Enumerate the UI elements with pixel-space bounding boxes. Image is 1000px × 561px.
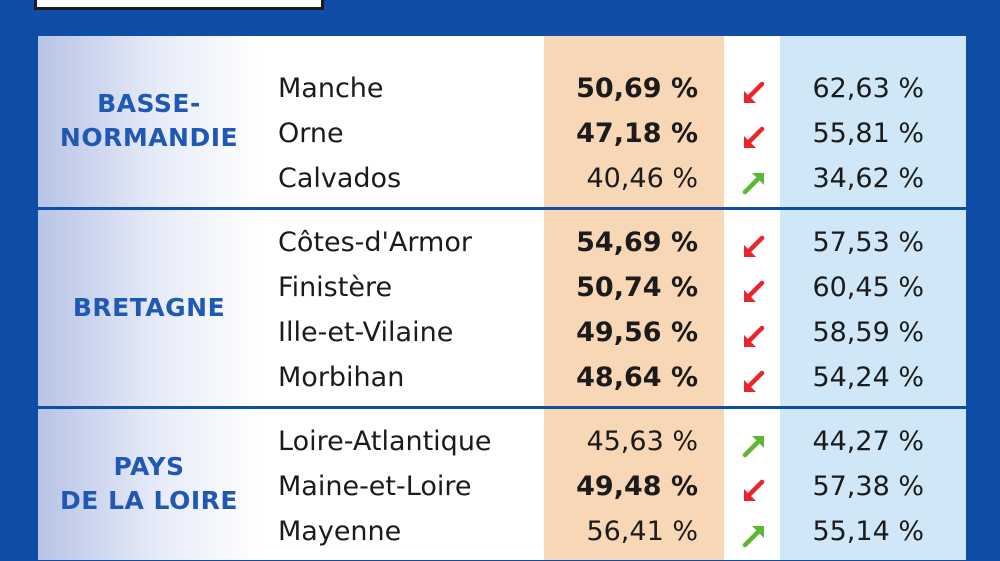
region-label: NORMANDIE bbox=[38, 121, 260, 155]
department-name: Manche bbox=[278, 73, 542, 109]
arrow-up-right-icon bbox=[741, 433, 767, 459]
value-2007: 55,81 % bbox=[780, 118, 924, 154]
arrow-down-left-icon bbox=[741, 279, 767, 305]
value-2007: 57,53 % bbox=[780, 227, 924, 263]
department-name: Calvados bbox=[278, 163, 542, 199]
department-name: Côtes-d'Armor bbox=[278, 227, 542, 263]
arrow-down-left-icon bbox=[741, 369, 767, 395]
value-2013: 40,46 % bbox=[544, 163, 698, 199]
value-2013: 49,56 % bbox=[544, 317, 698, 353]
department-name: Ille-et-Vilaine bbox=[278, 317, 542, 353]
value-2013: 47,18 % bbox=[544, 118, 698, 154]
value-2007: 58,59 % bbox=[780, 317, 924, 353]
value-2007: 60,45 % bbox=[780, 272, 924, 308]
region-label: BASSE- bbox=[38, 87, 260, 121]
department-name: Loire-Atlantique bbox=[278, 426, 542, 462]
value-2007: 44,27 % bbox=[780, 426, 924, 462]
region-label: DE LA LOIRE bbox=[38, 484, 260, 518]
arrow-down-left-icon bbox=[741, 125, 767, 151]
arrow-down-left-icon bbox=[741, 324, 767, 350]
arrow-down-left-icon bbox=[741, 234, 767, 260]
value-2013: 50,69 % bbox=[544, 73, 698, 109]
value-2013: 49,48 % bbox=[544, 471, 698, 507]
value-2007: 57,38 % bbox=[780, 471, 924, 507]
value-2013: 50,74 % bbox=[544, 272, 698, 308]
arrow-down-left-icon bbox=[741, 80, 767, 106]
value-2007: 34,62 % bbox=[780, 163, 924, 199]
department-name: Orne bbox=[278, 118, 542, 154]
value-2007: 55,14 % bbox=[780, 516, 924, 552]
department-name: Finistère bbox=[278, 272, 542, 308]
value-2013: 48,64 % bbox=[544, 362, 698, 398]
title-tab bbox=[34, 0, 324, 10]
arrow-up-right-icon bbox=[741, 523, 767, 549]
arrow-down-left-icon bbox=[741, 478, 767, 504]
department-name: Morbihan bbox=[278, 362, 542, 398]
value-2007: 62,63 % bbox=[780, 73, 924, 109]
department-name: Maine-et-Loire bbox=[278, 471, 542, 507]
department-name: Mayenne bbox=[278, 516, 542, 552]
value-2007: 54,24 % bbox=[780, 362, 924, 398]
value-2013: 56,41 % bbox=[544, 516, 698, 552]
value-2013: 45,63 % bbox=[544, 426, 698, 462]
region-label: PAYS bbox=[38, 450, 260, 484]
value-2013: 54,69 % bbox=[544, 227, 698, 263]
arrow-up-right-icon bbox=[741, 170, 767, 196]
region-label: BRETAGNE bbox=[38, 291, 260, 325]
